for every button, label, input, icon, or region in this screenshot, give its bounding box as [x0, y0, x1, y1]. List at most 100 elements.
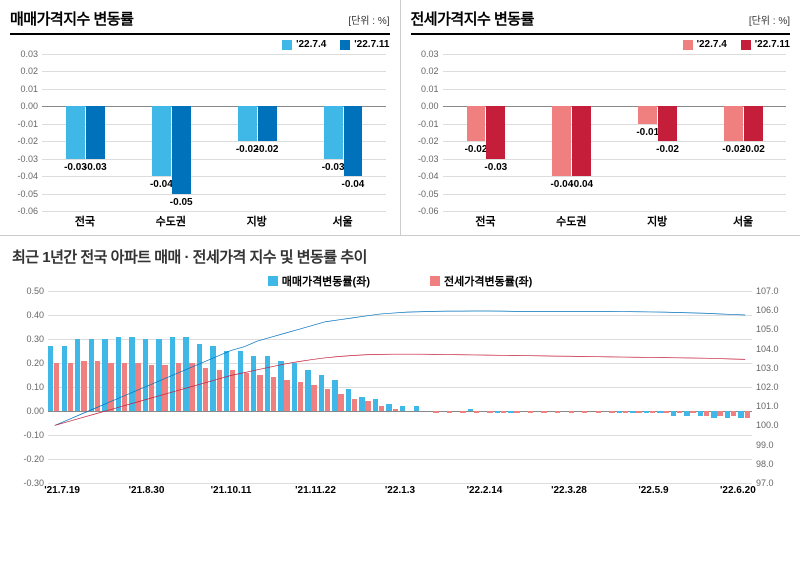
- y-tick-right: 101.0: [756, 401, 779, 411]
- legend-label: '22.7.11: [354, 39, 389, 50]
- bar: [572, 106, 591, 176]
- bar: [66, 106, 85, 158]
- y-tick: 0.00: [421, 101, 439, 111]
- index-line: [55, 311, 745, 425]
- legend-item: '22.7.11: [741, 39, 790, 50]
- gridline: [443, 54, 787, 55]
- category-label: 수도권: [156, 213, 186, 229]
- gridline: [443, 71, 787, 72]
- swatch-icon: [282, 40, 292, 50]
- sale-plot: 전국-0.03-0.03수도권-0.04-0.05지방-0.02-0.02서울-…: [42, 54, 386, 211]
- trend-y-left: -0.30-0.20-0.100.000.100.200.300.400.50: [12, 291, 46, 483]
- swatch-icon: [741, 40, 751, 50]
- category-label: 지방: [647, 213, 667, 229]
- y-tick-right: 102.0: [756, 382, 779, 392]
- bar-value: -0.02: [742, 144, 765, 155]
- sale-panel-head: 매매가격지수 변동률 [단위 : %]: [10, 8, 390, 35]
- y-tick: -0.04: [418, 171, 439, 181]
- gridline: [42, 71, 386, 72]
- index-line: [55, 354, 745, 425]
- bar: [467, 106, 486, 141]
- legend-label: 전세가격변동률(좌): [444, 273, 532, 289]
- legend-item: '22.7.11: [340, 39, 389, 50]
- bar-value: -0.03: [484, 162, 507, 173]
- legend-item: '22.7.4: [683, 39, 727, 50]
- trend-plot: [48, 291, 752, 483]
- bar: [86, 106, 105, 158]
- y-tick-right: 107.0: [756, 286, 779, 296]
- y-tick: -0.03: [418, 154, 439, 164]
- y-tick: -0.03: [17, 154, 38, 164]
- bar: [486, 106, 505, 158]
- legend-item: 매매가격변동률(좌): [268, 273, 370, 289]
- x-tick-label: '22.6.20: [720, 485, 756, 496]
- y-tick: -0.06: [17, 206, 38, 216]
- x-tick-label: '21.10.11: [211, 485, 252, 496]
- top-row: 매매가격지수 변동률 [단위 : %] '22.7.4 '22.7.11 -0.0…: [0, 0, 800, 236]
- x-tick-label: '22.5.9: [638, 485, 668, 496]
- legend-label: 매매가격변동률(좌): [282, 273, 370, 289]
- y-tick: 0.01: [421, 84, 439, 94]
- y-tick-left: 0.50: [26, 286, 44, 296]
- gridline: [42, 159, 386, 160]
- y-tick: 0.02: [421, 66, 439, 76]
- trend-chart: -0.30-0.20-0.100.000.100.200.300.400.50 …: [12, 291, 788, 501]
- bar: [724, 106, 743, 141]
- swatch-icon: [268, 276, 278, 286]
- trend-section: 최근 1년간 전국 아파트 매매 · 전세가격 지수 및 변동률 추이 매매가격…: [0, 236, 800, 507]
- legend-label: '22.7.4: [296, 39, 326, 50]
- gridline: [443, 89, 787, 90]
- sale-legend: '22.7.4 '22.7.11: [10, 39, 390, 50]
- x-tick-label: '21.7.19: [44, 485, 80, 496]
- jeonse-y-axis: -0.06-0.05-0.04-0.03-0.02-0.010.000.010.…: [411, 54, 441, 211]
- unit-label: [단위 : %]: [749, 12, 790, 27]
- bar-value: -0.04: [570, 179, 593, 190]
- trend-title: 최근 1년간 전국 아파트 매매 · 전세가격 지수 및 변동률 추이: [12, 246, 788, 267]
- unit-label: [단위 : %]: [348, 12, 389, 27]
- y-tick-left: 0.00: [26, 406, 44, 416]
- y-tick: -0.04: [17, 171, 38, 181]
- sale-bar-chart: -0.06-0.05-0.04-0.03-0.02-0.010.000.010.…: [10, 54, 390, 229]
- bar: [324, 106, 343, 158]
- y-tick: 0.00: [20, 101, 38, 111]
- swatch-icon: [340, 40, 350, 50]
- category-label: 서울: [332, 213, 352, 229]
- jeonse-plot: 전국-0.02-0.03수도권-0.04-0.04지방-0.01-0.02서울-…: [443, 54, 787, 211]
- swatch-icon: [430, 276, 440, 286]
- y-tick: -0.01: [17, 119, 38, 129]
- y-tick: -0.05: [418, 189, 439, 199]
- bar-value: -0.04: [150, 179, 173, 190]
- y-tick: -0.02: [418, 136, 439, 146]
- y-tick-right: 106.0: [756, 305, 779, 315]
- y-tick-left: -0.30: [23, 478, 44, 488]
- trend-legend: 매매가격변동률(좌) 전세가격변동률(좌): [12, 273, 788, 289]
- x-tick-label: '21.8.30: [129, 485, 165, 496]
- category-label: 전국: [75, 213, 95, 229]
- category-label: 수도권: [556, 213, 586, 229]
- jeonse-title: 전세가격지수 변동률: [411, 8, 534, 29]
- y-tick: -0.02: [17, 136, 38, 146]
- bar-value: -0.02: [256, 144, 279, 155]
- bar: [172, 106, 191, 193]
- sale-title: 매매가격지수 변동률: [10, 8, 133, 29]
- legend-label: '22.7.4: [697, 39, 727, 50]
- y-tick-right: 97.0: [756, 478, 774, 488]
- index-lines: [48, 291, 752, 483]
- bar-value: -0.02: [656, 144, 679, 155]
- swatch-icon: [683, 40, 693, 50]
- gridline: [443, 194, 787, 195]
- y-tick: -0.05: [17, 189, 38, 199]
- y-tick: 0.02: [20, 66, 38, 76]
- gridline: [443, 211, 787, 212]
- bar: [344, 106, 363, 176]
- y-tick-right: 99.0: [756, 440, 774, 450]
- y-tick-right: 103.0: [756, 363, 779, 373]
- sale-panel: 매매가격지수 변동률 [단위 : %] '22.7.4 '22.7.11 -0.0…: [0, 0, 400, 235]
- y-tick-right: 105.0: [756, 324, 779, 334]
- trend-x-axis: '21.7.19'21.8.30'21.10.11'21.11.22'22.1.…: [48, 485, 752, 501]
- gridline: [443, 176, 787, 177]
- gridline: [42, 89, 386, 90]
- bar: [152, 106, 171, 176]
- legend-item: 전세가격변동률(좌): [430, 273, 532, 289]
- y-tick: 0.03: [20, 49, 38, 59]
